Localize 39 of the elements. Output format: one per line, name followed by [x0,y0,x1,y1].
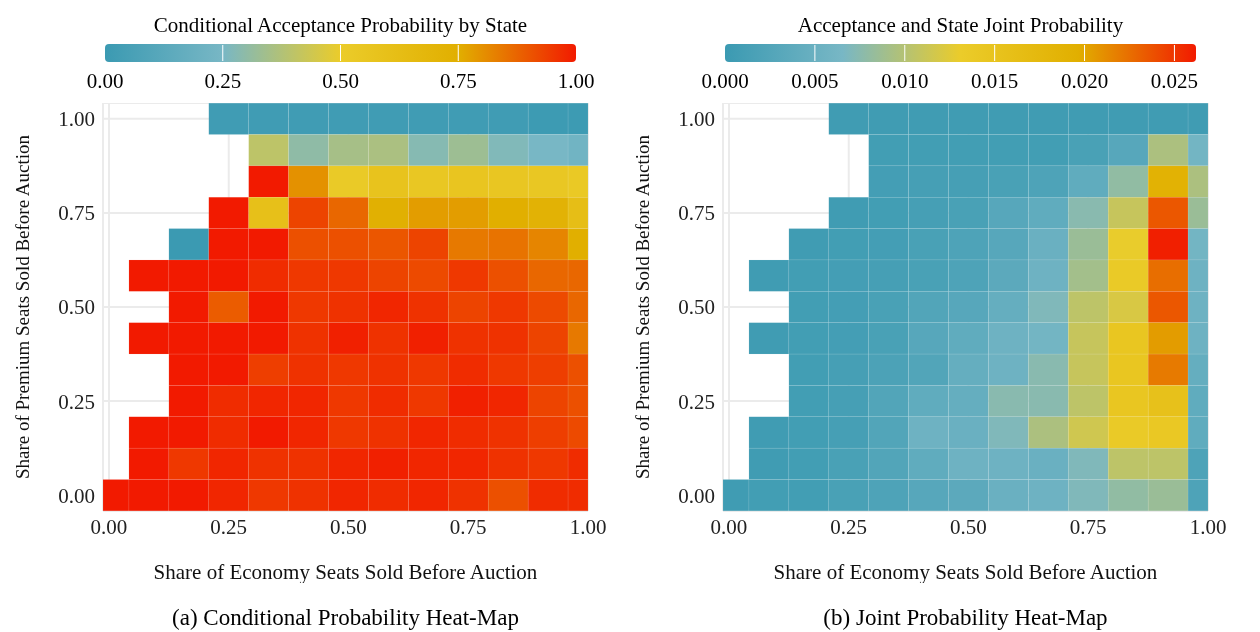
x-tick-label: 1.00 [1189,514,1227,539]
x-tick-label: 0.75 [1069,514,1107,539]
y-tick-label: 0.75 [678,201,715,226]
x-tick-label: 0.00 [710,514,748,539]
color-bar-title: Conditional Acceptance Probability by State [153,13,528,37]
x-tick-label: 0.25 [210,514,248,539]
y-tick-label: 0.25 [678,389,715,414]
y-tick-label: 0.25 [58,389,95,414]
y-tick-label: 0.75 [58,201,95,226]
y-axis-title: Share of Premium Seats Sold Before Auction [11,134,33,480]
x-tick-label: 0.25 [830,514,868,539]
x-tick-label: 0.75 [449,514,487,539]
color-bar-label: 0.025 [1150,69,1199,93]
y-tick-label: 0.50 [678,295,715,320]
color-bar-label: 0.50 [322,69,359,93]
x-tick-label: 1.00 [569,514,607,539]
color-bar-label: 0.015 [971,69,1019,93]
y-tick-label: 1.00 [678,107,715,132]
x-tick-label: 0.00 [90,514,128,539]
x-axis-title: Share of Economy Seats Sold Before Auction [153,560,538,584]
x-tick-label: 0.50 [950,514,987,539]
y-tick-label: 0.50 [58,295,95,320]
color-bar-label: 0.010 [881,69,929,93]
color-bar-label: 0.020 [1060,69,1109,93]
y-tick-label: 0.00 [58,483,95,508]
x-tick-label: 0.50 [330,514,367,539]
color-bar-label: 0.005 [791,69,839,93]
color-bar-label: 1.00 [557,69,595,93]
color-bar-title: Acceptance and State Joint Probability [797,13,1124,37]
y-tick-label: 0.00 [678,483,715,508]
text: (a) Conditional Probability Heat-Map [171,605,520,631]
y-axis-title: Share of Premium Seats Sold Before Auction [631,134,653,480]
y-tick-label: 1.00 [58,107,95,132]
color-bar-label: 0.25 [204,69,242,93]
color-bar-label: 0.000 [701,69,749,93]
x-axis-title: Share of Economy Seats Sold Before Auction [773,560,1158,584]
color-bar-label: 0.00 [86,69,124,93]
text: (b) Joint Probability Heat-Map [822,605,1109,631]
color-bar-label: 0.75 [439,69,477,93]
